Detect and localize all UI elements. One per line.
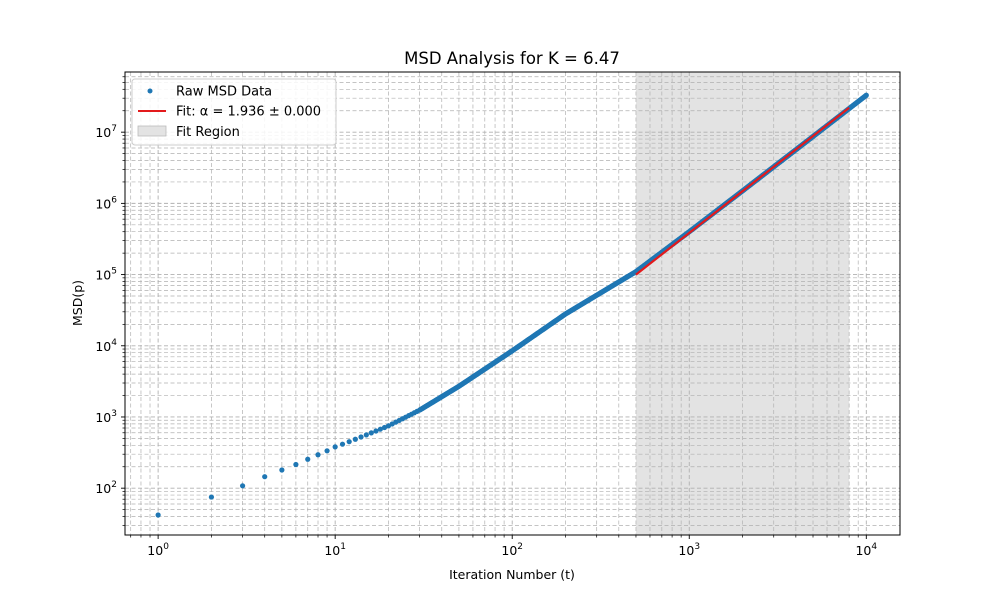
y-tick-label: 102 bbox=[95, 480, 117, 496]
raw-msd-point bbox=[346, 439, 352, 445]
fit-line-layer bbox=[635, 106, 850, 276]
x-tick-label: 101 bbox=[324, 542, 346, 558]
chart-title: MSD Analysis for K = 6.47 bbox=[404, 49, 620, 68]
legend-box bbox=[131, 78, 337, 146]
raw-msd-point bbox=[208, 494, 215, 500]
raw-msd-point bbox=[863, 92, 869, 98]
raw-msd-point bbox=[381, 424, 388, 431]
raw-msd-point bbox=[363, 432, 369, 438]
legend-marker-raw bbox=[147, 88, 153, 94]
y-tick-label: 106 bbox=[95, 195, 117, 211]
fit-line bbox=[635, 106, 850, 276]
tick-layer: 100 101 102 103 104 102 103 104 105 106 107 bbox=[95, 76, 877, 558]
legend: Raw MSD Data Fit: α = 1.936 ± 0.000 Fit … bbox=[131, 78, 337, 146]
raw-msd-point bbox=[368, 430, 374, 436]
legend-label-fit: Fit: α = 1.936 ± 0.000 bbox=[176, 105, 321, 120]
y-axis-label: MSD(p) bbox=[70, 280, 85, 326]
raw-msd-point bbox=[358, 434, 364, 440]
raw-msd-point bbox=[352, 436, 358, 442]
legend-label-region: Fit Region bbox=[176, 125, 240, 140]
raw-msd-point bbox=[279, 467, 285, 473]
raw-msd-point bbox=[239, 483, 246, 489]
raw-msd-point bbox=[332, 444, 338, 450]
y-tick-label: 103 bbox=[95, 409, 117, 425]
x-tick-label: 104 bbox=[855, 542, 877, 558]
x-axis-label: Iteration Number (t) bbox=[449, 567, 575, 582]
legend-patch-region bbox=[137, 125, 167, 137]
x-tick-label: 100 bbox=[147, 542, 169, 558]
raw-msd-point bbox=[377, 426, 383, 432]
raw-msd-point bbox=[305, 456, 311, 462]
raw-msd-point bbox=[373, 428, 379, 434]
y-tick-label: 107 bbox=[95, 124, 117, 140]
x-tick-label: 102 bbox=[501, 542, 523, 558]
y-tick-label: 104 bbox=[95, 338, 117, 354]
y-tick-label: 105 bbox=[95, 267, 117, 283]
x-tick-label: 103 bbox=[678, 542, 700, 558]
raw-msd-point bbox=[262, 474, 268, 480]
raw-msd-point bbox=[339, 441, 346, 447]
raw-msd-point bbox=[315, 452, 321, 458]
raw-msd-point bbox=[324, 448, 330, 454]
legend-label-raw: Raw MSD Data bbox=[176, 85, 272, 100]
raw-msd-point bbox=[155, 512, 161, 518]
raw-msd-point bbox=[293, 461, 299, 468]
